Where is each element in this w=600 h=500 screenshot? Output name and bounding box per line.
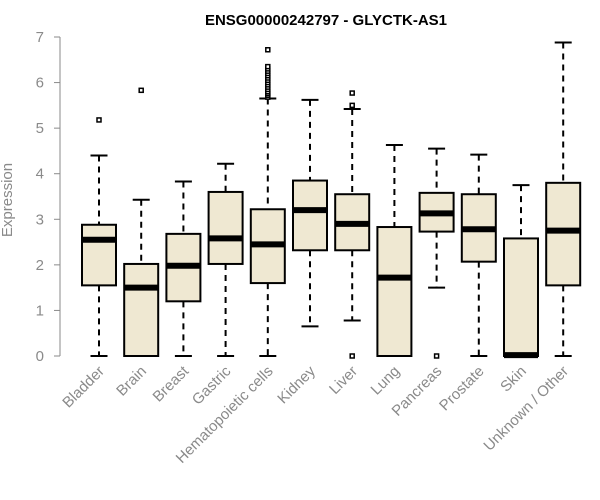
iqr-box [376,226,413,357]
outlier-point [265,47,271,53]
y-axis-label: Expression [0,163,16,237]
y-axis-ticks: 0 1 2 3 4 5 6 7 [36,29,60,365]
outlier-point [349,90,355,96]
box-pancreas [418,147,455,359]
outlier-point [265,63,271,70]
y-tick-label: 2 [36,257,44,274]
y-tick-label: 4 [36,166,44,183]
iqr-box [292,179,328,252]
box-liver [334,90,371,359]
x-tick-label: Lung [368,363,404,399]
x-tick-label: Breast [150,362,193,405]
box-bladder [81,117,117,357]
y-tick-label: 1 [36,302,44,319]
outlier-point [349,102,355,109]
box-skin [503,184,539,359]
outlier-point [433,353,440,359]
box-prostate [460,153,497,357]
iqr-box [123,262,160,357]
x-tick-label: Skin [497,363,530,396]
y-tick-label: 0 [36,348,44,365]
y-tick-label: 5 [36,120,44,137]
x-tick-label: Liver [326,363,361,398]
box-gastric [207,162,244,357]
box-kidney [292,98,328,328]
x-tick-label: Bladder [59,363,108,412]
iqr-box [207,190,244,265]
iqr-box [503,237,539,358]
box-hematopoietic-cells [249,47,286,357]
x-tick-label: Kidney [274,362,319,407]
iqr-box [545,181,582,287]
chart-title: ENSG00000242797 - GLYCTK-AS1 [205,12,447,29]
outlier-point [349,353,355,359]
x-tick-label: Brain [113,363,150,400]
y-tick-label: 7 [36,29,44,46]
x-tick-label: Prostate [436,363,488,415]
y-tick-label: 6 [36,75,44,92]
box-brain [123,87,160,357]
boxes-group [81,41,582,359]
box-breast [165,180,202,357]
outlier-point [96,117,102,123]
iqr-box [81,223,117,287]
box-unknown-other [545,41,582,357]
outlier-point [138,87,144,94]
y-tick-label: 3 [36,211,44,228]
box-lung [376,144,413,357]
